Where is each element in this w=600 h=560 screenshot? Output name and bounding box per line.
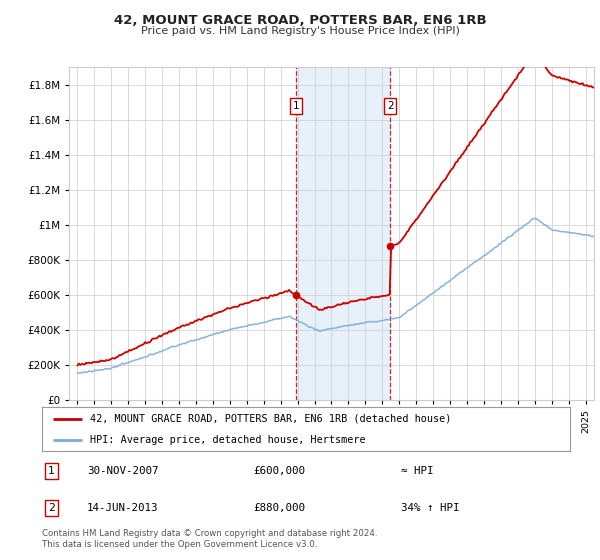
Bar	[296, 67, 390, 400]
Text: 34% ↑ HPI: 34% ↑ HPI	[401, 503, 460, 513]
Text: 1: 1	[48, 466, 55, 477]
Text: 30-NOV-2007: 30-NOV-2007	[87, 466, 158, 477]
Text: HPI: Average price, detached house, Hertsmere: HPI: Average price, detached house, Hert…	[89, 435, 365, 445]
Text: 1: 1	[293, 101, 299, 111]
Text: £880,000: £880,000	[253, 503, 305, 513]
Text: 2: 2	[48, 503, 55, 513]
Text: Price paid vs. HM Land Registry's House Price Index (HPI): Price paid vs. HM Land Registry's House …	[140, 26, 460, 36]
Text: 42, MOUNT GRACE ROAD, POTTERS BAR, EN6 1RB: 42, MOUNT GRACE ROAD, POTTERS BAR, EN6 1…	[113, 14, 487, 27]
Text: Contains HM Land Registry data © Crown copyright and database right 2024.
This d: Contains HM Land Registry data © Crown c…	[42, 529, 377, 549]
Text: ≈ HPI: ≈ HPI	[401, 466, 434, 477]
Text: £600,000: £600,000	[253, 466, 305, 477]
Text: 14-JUN-2013: 14-JUN-2013	[87, 503, 158, 513]
Text: 2: 2	[387, 101, 394, 111]
Text: 42, MOUNT GRACE ROAD, POTTERS BAR, EN6 1RB (detached house): 42, MOUNT GRACE ROAD, POTTERS BAR, EN6 1…	[89, 414, 451, 424]
